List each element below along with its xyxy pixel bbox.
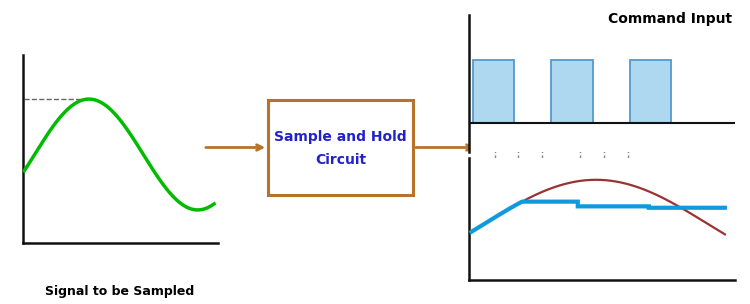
Text: Sample and Hold: Sample and Hold <box>274 130 406 144</box>
Text: Signal to be Sampled: Signal to be Sampled <box>46 285 195 298</box>
Text: Command Input: Command Input <box>608 12 732 26</box>
Bar <box>472 60 514 123</box>
FancyBboxPatch shape <box>268 100 413 195</box>
Bar <box>630 60 671 123</box>
Text: Circuit: Circuit <box>315 153 366 167</box>
Bar <box>551 60 592 123</box>
